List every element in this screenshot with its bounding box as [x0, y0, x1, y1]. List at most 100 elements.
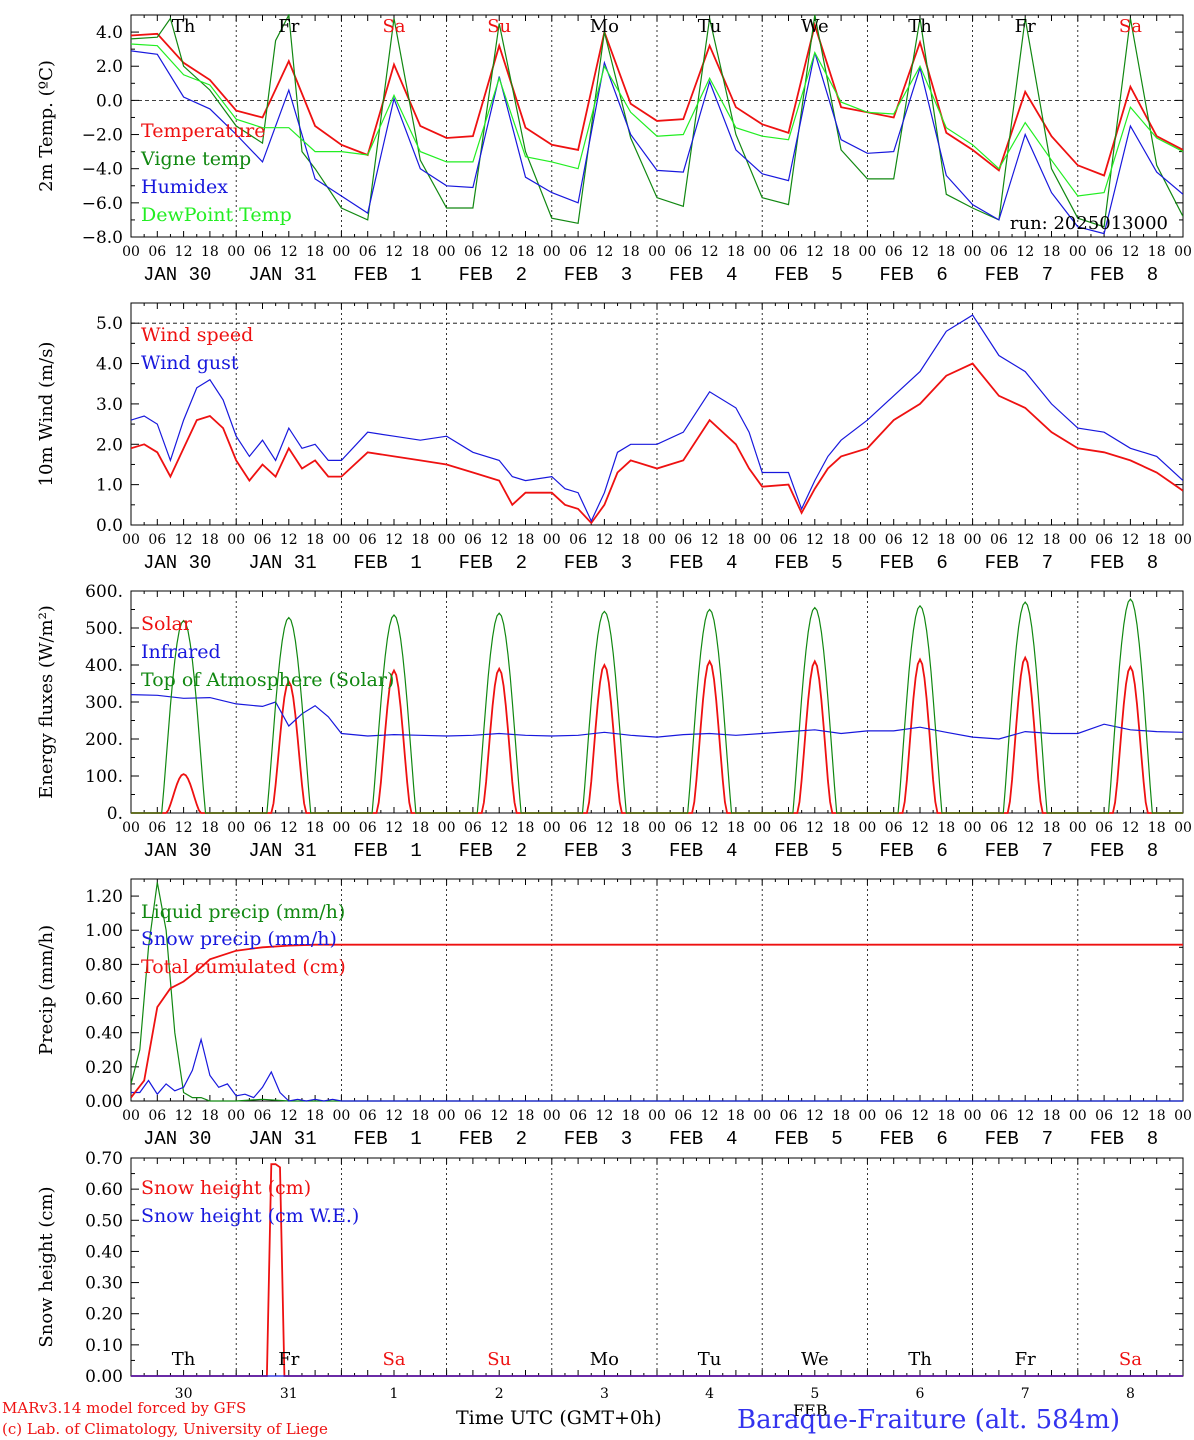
hour-tick-label: 00: [964, 820, 982, 836]
weekday-label: Mo: [590, 16, 619, 37]
legend-entry: Vigne temp: [140, 148, 251, 170]
hour-tick-label: 00: [332, 532, 350, 548]
y-tick-label: 0.0: [96, 91, 123, 111]
date-label: FEB 2: [459, 840, 527, 862]
hour-tick-label: 18: [937, 820, 955, 836]
y-axis-label: Snow height (cm): [36, 1186, 57, 1347]
hour-tick-label: 18: [517, 1108, 535, 1124]
hour-tick-label: 00: [753, 820, 771, 836]
y-tick-label: 1.0: [96, 476, 123, 496]
y-axis-label: Energy fluxes (W/m²): [36, 605, 57, 799]
hour-tick-label: 00: [1069, 532, 1087, 548]
weekday-label: Th: [172, 16, 196, 37]
hour-tick-label: 06: [254, 244, 272, 260]
day-number: 4: [705, 1386, 714, 1402]
date-label: FEB 7: [985, 1128, 1053, 1150]
y-tick-label: 0.30: [85, 1274, 123, 1294]
hour-tick-label: 12: [911, 244, 929, 260]
legend-entry: Top of Atmosphere (Solar): [141, 669, 394, 691]
day-number: 5: [810, 1386, 819, 1402]
date-label: FEB 7: [985, 840, 1053, 862]
hour-tick-label: 12: [1016, 244, 1034, 260]
hour-tick-label: 00: [858, 244, 876, 260]
date-label: JAN 30: [143, 1128, 211, 1150]
hour-tick-label: 12: [1121, 1108, 1139, 1124]
weekday-label: We: [801, 16, 829, 37]
hour-tick-label: 12: [385, 1108, 403, 1124]
credit-line-1: MARv3.14 model forced by GFS: [2, 1399, 246, 1417]
date-label: FEB 6: [879, 552, 947, 574]
day-number: 7: [1021, 1386, 1030, 1402]
legend-entry: Wind gust: [141, 352, 239, 374]
y-tick-label: −6.0: [82, 194, 123, 214]
date-label: FEB 2: [459, 264, 527, 286]
panel-4: 0.00 0.20 0.40 0.60 0.80 1.00 1.20 Precip (mm/h…: [36, 878, 1192, 1150]
hour-tick-label: 18: [306, 1108, 324, 1124]
hour-tick-label: 06: [990, 244, 1008, 260]
legend-entry: Temperature: [141, 120, 265, 142]
hour-tick-label: 12: [280, 1108, 298, 1124]
hour-tick-label: 00: [122, 1108, 140, 1124]
hour-tick-label: 06: [464, 244, 482, 260]
hour-tick-label: 06: [990, 820, 1008, 836]
hour-tick-label: 00: [964, 532, 982, 548]
date-label: FEB 1: [353, 552, 421, 574]
hour-tick-label: 18: [201, 1108, 219, 1124]
hour-tick-label: 12: [1121, 532, 1139, 548]
date-label: FEB 7: [985, 552, 1053, 574]
date-label: FEB 5: [774, 264, 842, 286]
hour-tick-label: 06: [990, 532, 1008, 548]
hour-tick-label: 06: [569, 532, 587, 548]
series-line-liquid-precip-mm-h-: [131, 882, 1183, 1102]
hour-tick-label: 06: [464, 1108, 482, 1124]
legend-entry: Wind speed: [141, 324, 253, 346]
y-tick-label: 0.20: [85, 1305, 123, 1325]
legend-entry: Liquid precip (mm/h): [141, 901, 345, 923]
weekday-label: Sa: [382, 16, 405, 37]
y-tick-label: 4.0: [96, 23, 123, 43]
hour-tick-label: 12: [385, 244, 403, 260]
date-label: FEB 8: [1090, 840, 1158, 862]
hour-tick-label: 18: [1148, 1108, 1166, 1124]
y-tick-label: 500.: [85, 619, 123, 639]
date-label: FEB 3: [564, 1128, 632, 1150]
hour-tick-label: 18: [201, 820, 219, 836]
hour-tick-label: 06: [254, 532, 272, 548]
date-label: FEB 8: [1090, 552, 1158, 574]
y-tick-label: 0.60: [85, 990, 123, 1010]
hour-tick-label: 00: [648, 532, 666, 548]
hour-tick-label: 00: [753, 244, 771, 260]
hour-tick-label: 12: [175, 1108, 193, 1124]
hour-tick-label: 18: [306, 820, 324, 836]
hour-tick-label: 18: [411, 1108, 429, 1124]
date-label: FEB 3: [564, 840, 632, 862]
date-label: FEB 4: [669, 840, 737, 862]
hour-tick-label: 12: [175, 532, 193, 548]
hour-tick-label: 00: [964, 244, 982, 260]
hour-tick-label: 12: [385, 820, 403, 836]
hour-tick-label: 06: [254, 820, 272, 836]
weekday-label: Mo: [590, 1349, 619, 1370]
hour-tick-label: 00: [1174, 820, 1192, 836]
y-tick-label: 0.10: [85, 1336, 123, 1356]
date-label: FEB 1: [353, 840, 421, 862]
weekday-label: Th: [908, 16, 932, 37]
weekday-label: We: [801, 1349, 829, 1370]
series-line-top-of-atmosphere-solar-: [131, 598, 1183, 814]
hour-tick-label: 00: [332, 244, 350, 260]
hour-tick-label: 06: [569, 244, 587, 260]
y-tick-label: 2.0: [96, 435, 123, 455]
hour-tick-label: 18: [517, 244, 535, 260]
hour-tick-label: 00: [543, 244, 561, 260]
hour-tick-label: 18: [937, 244, 955, 260]
hour-tick-label: 06: [780, 532, 798, 548]
hour-tick-label: 06: [674, 1108, 692, 1124]
hour-tick-label: 06: [674, 532, 692, 548]
hour-tick-label: 18: [1043, 1108, 1061, 1124]
weekday-label: Fr: [1015, 16, 1036, 37]
hour-tick-label: 06: [464, 820, 482, 836]
hour-tick-label: 00: [1069, 1108, 1087, 1124]
hour-tick-label: 12: [490, 244, 508, 260]
hour-tick-label: 06: [1095, 532, 1113, 548]
date-label: FEB 7: [985, 264, 1053, 286]
